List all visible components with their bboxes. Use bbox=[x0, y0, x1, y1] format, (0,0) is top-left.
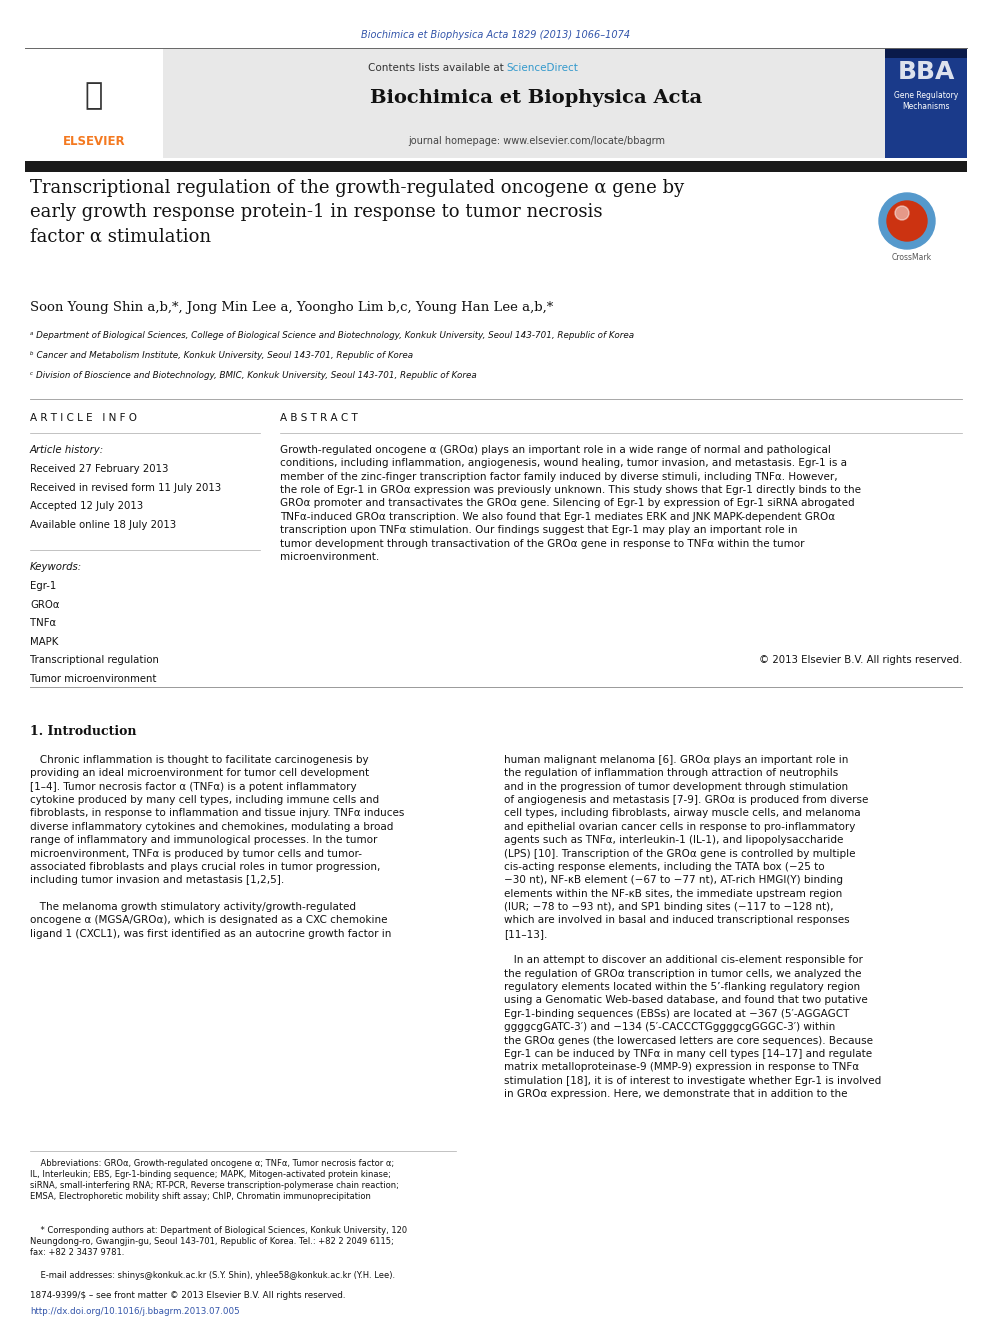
Text: Chronic inflammation is thought to facilitate carcinogenesis by
providing an ide: Chronic inflammation is thought to facil… bbox=[30, 755, 405, 939]
Text: Biochimica et Biophysica Acta: Biochimica et Biophysica Acta bbox=[370, 89, 702, 107]
Text: Article history:: Article history: bbox=[30, 445, 104, 455]
Text: 1. Introduction: 1. Introduction bbox=[30, 725, 137, 738]
Text: GROα: GROα bbox=[30, 599, 60, 610]
Text: Egr-1: Egr-1 bbox=[30, 581, 57, 591]
Bar bbox=[25, 48, 163, 157]
Bar bbox=[885, 48, 967, 58]
Text: A B S T R A C T: A B S T R A C T bbox=[280, 413, 358, 423]
Text: ScienceDirect: ScienceDirect bbox=[507, 64, 578, 73]
Text: ᵃ Department of Biological Sciences, College of Biological Science and Biotechno: ᵃ Department of Biological Sciences, Col… bbox=[30, 331, 634, 340]
Text: * Corresponding authors at: Department of Biological Sciences, Konkuk University: * Corresponding authors at: Department o… bbox=[30, 1226, 407, 1257]
Text: Keywords:: Keywords: bbox=[30, 562, 82, 572]
Circle shape bbox=[879, 193, 935, 249]
Text: Received 27 February 2013: Received 27 February 2013 bbox=[30, 464, 169, 474]
Text: Transcriptional regulation: Transcriptional regulation bbox=[30, 655, 159, 665]
Text: A R T I C L E   I N F O: A R T I C L E I N F O bbox=[30, 413, 137, 423]
Text: Biochimica et Biophysica Acta 1829 (2013) 1066–1074: Biochimica et Biophysica Acta 1829 (2013… bbox=[361, 30, 631, 40]
Text: Abbreviations: GROα, Growth-regulated oncogene α; TNFα, Tumor necrosis factor α;: Abbreviations: GROα, Growth-regulated on… bbox=[30, 1159, 399, 1201]
Text: ᵇ Cancer and Metabolism Institute, Konkuk University, Seoul 143-701, Republic of: ᵇ Cancer and Metabolism Institute, Konku… bbox=[30, 351, 413, 360]
Text: 🌳: 🌳 bbox=[85, 82, 103, 111]
Text: Contents lists available at: Contents lists available at bbox=[367, 64, 507, 73]
Circle shape bbox=[887, 201, 927, 241]
Bar bbox=[885, 48, 967, 157]
Text: Soon Young Shin a,b,*, Jong Min Lee a, Yoongho Lim b,c, Young Han Lee a,b,*: Soon Young Shin a,b,*, Jong Min Lee a, Y… bbox=[30, 302, 554, 314]
Text: Gene Regulatory
Mechanisms: Gene Regulatory Mechanisms bbox=[894, 91, 958, 111]
Text: Tumor microenvironment: Tumor microenvironment bbox=[30, 673, 157, 684]
Text: journal homepage: www.elsevier.com/locate/bbagrm: journal homepage: www.elsevier.com/locat… bbox=[408, 136, 665, 146]
Text: ᶜ Division of Bioscience and Biotechnology, BMIC, Konkuk University, Seoul 143-7: ᶜ Division of Bioscience and Biotechnolo… bbox=[30, 370, 477, 380]
Text: http://dx.doi.org/10.1016/j.bbagrm.2013.07.005: http://dx.doi.org/10.1016/j.bbagrm.2013.… bbox=[30, 1307, 240, 1316]
Circle shape bbox=[895, 206, 909, 220]
Text: human malignant melanoma [6]. GROα plays an important role in
the regulation of : human malignant melanoma [6]. GROα plays… bbox=[504, 755, 881, 1099]
Text: 1874-9399/$ – see front matter © 2013 Elsevier B.V. All rights reserved.: 1874-9399/$ – see front matter © 2013 El… bbox=[30, 1291, 345, 1301]
Text: Growth-regulated oncogene α (GROα) plays an important role in a wide range of no: Growth-regulated oncogene α (GROα) plays… bbox=[280, 445, 861, 562]
Text: MAPK: MAPK bbox=[30, 636, 59, 647]
Bar bbox=[25, 161, 967, 172]
Text: Transcriptional regulation of the growth-regulated oncogene α gene by
early grow: Transcriptional regulation of the growth… bbox=[30, 179, 684, 246]
Text: E-mail addresses: shinys@konkuk.ac.kr (S.Y. Shin), yhlee58@konkuk.ac.kr (Y.H. Le: E-mail addresses: shinys@konkuk.ac.kr (S… bbox=[30, 1271, 395, 1279]
Bar bbox=[163, 48, 910, 157]
Text: BBA: BBA bbox=[898, 61, 954, 85]
Text: Accepted 12 July 2013: Accepted 12 July 2013 bbox=[30, 501, 143, 511]
Text: Received in revised form 11 July 2013: Received in revised form 11 July 2013 bbox=[30, 483, 221, 492]
Text: TNFα: TNFα bbox=[30, 618, 57, 628]
Text: CrossMark: CrossMark bbox=[892, 253, 932, 262]
Text: ELSEVIER: ELSEVIER bbox=[62, 135, 125, 148]
Text: Available online 18 July 2013: Available online 18 July 2013 bbox=[30, 520, 177, 529]
Text: © 2013 Elsevier B.V. All rights reserved.: © 2013 Elsevier B.V. All rights reserved… bbox=[759, 655, 962, 665]
